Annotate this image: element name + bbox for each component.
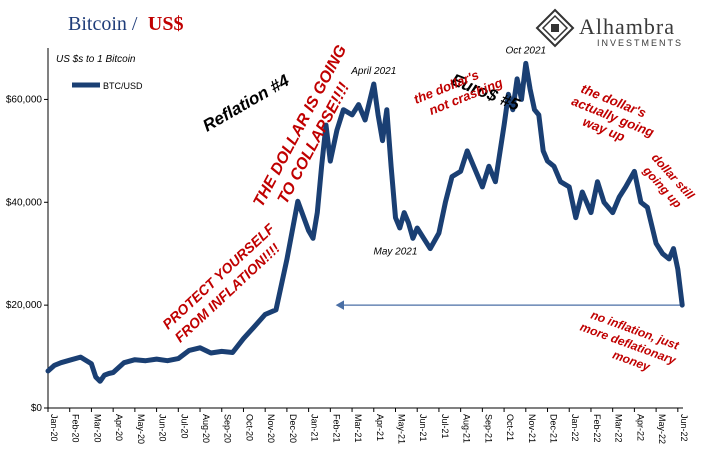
y-tick-label: $60,000 <box>6 94 43 105</box>
peak-label: May 2021 <box>374 247 418 258</box>
y-tick-label: $20,000 <box>6 300 43 311</box>
x-tick-label: Mar-20 <box>92 414 102 443</box>
x-tick-label: Mar-21 <box>353 414 363 443</box>
units-note: US $s to 1 Bitcoin <box>56 54 136 65</box>
x-tick-label: Apr-22 <box>635 414 645 441</box>
chart-title-part2: US$ <box>148 13 184 35</box>
x-tick-label: Oct-21 <box>505 414 515 441</box>
x-tick-label: Sep-21 <box>483 414 493 443</box>
annotation-way-up: the dollar's actually going way up <box>570 81 657 144</box>
x-tick-label: Oct-20 <box>244 414 254 441</box>
x-tick-label: Feb-22 <box>592 414 602 443</box>
peak-labels: April 2021 May 2021 Oct 2021 <box>350 45 546 257</box>
peak-label: Oct 2021 <box>506 45 547 56</box>
x-tick-label: Jan-20 <box>49 414 59 442</box>
x-tick-label: Dec-20 <box>288 414 298 443</box>
x-tick-label: Jan-21 <box>310 414 320 442</box>
x-tick-label: Nov-20 <box>266 414 276 443</box>
x-tick-label: Apr-20 <box>114 414 124 441</box>
y-tick-label: $40,000 <box>6 197 43 208</box>
legend: BTC/USD <box>72 81 143 91</box>
y-tick-label: $0 <box>31 403 43 414</box>
alhambra-arch-icon <box>535 8 575 48</box>
annotation-reflation: Reflation #4 <box>200 71 293 136</box>
x-tick-label: Sep-20 <box>223 414 233 443</box>
y-axis-ticks: $0 $20,000 $40,000 $60,000 <box>6 94 48 414</box>
annotation-not-crashing: the dollar's not crashing <box>412 67 505 118</box>
x-tick-label: Jul-21 <box>440 414 450 439</box>
chart-title-part1: Bitcoin / <box>68 13 138 35</box>
x-tick-label: Mar-22 <box>614 414 624 443</box>
series-line-btc-usd <box>45 60 685 384</box>
x-tick-label: May-22 <box>657 414 667 444</box>
x-tick-label: Jan-22 <box>570 414 580 442</box>
peak-label: April 2021 <box>350 66 396 77</box>
x-tick-label: Aug-20 <box>201 414 211 443</box>
legend-label: BTC/USD <box>103 81 143 91</box>
x-tick-label: Feb-21 <box>331 414 341 443</box>
x-tick-label: May-21 <box>396 414 406 444</box>
x-tick-label: Dec-21 <box>549 414 559 443</box>
x-tick-label: Nov-21 <box>527 414 537 443</box>
x-tick-label: Feb-20 <box>71 414 81 443</box>
x-tick-label: Aug-21 <box>462 414 472 443</box>
alhambra-logo: Alhambra INVESTMENTS <box>535 8 683 48</box>
chart-title: Bitcoin / US$ <box>68 13 183 35</box>
annotation-no-inflation: no inflation, just more deflationary mon… <box>578 308 682 375</box>
x-tick-label: Jun-20 <box>158 414 168 442</box>
x-tick-label: May-20 <box>136 414 146 444</box>
x-tick-label: Jul-20 <box>179 414 189 439</box>
x-tick-label: Apr-21 <box>375 414 385 441</box>
x-axis-ticks: Jan-20 Feb-20 Mar-20 Apr-20 May-20 Jun-20 Jul-… <box>47 408 689 444</box>
logo-subtitle: INVESTMENTS <box>597 38 683 48</box>
x-tick-label: Jun-22 <box>679 414 689 442</box>
logo-name: Alhambra <box>579 14 675 39</box>
annotation-protect-line1: PROTECT YOURSELF <box>159 220 278 332</box>
annotation-protect: PROTECT YOURSELF FROM INFLATION!!!! <box>159 220 283 345</box>
x-tick-label: Jun-21 <box>418 414 428 442</box>
annotation-still-going-up: dollar still going up <box>640 151 698 211</box>
